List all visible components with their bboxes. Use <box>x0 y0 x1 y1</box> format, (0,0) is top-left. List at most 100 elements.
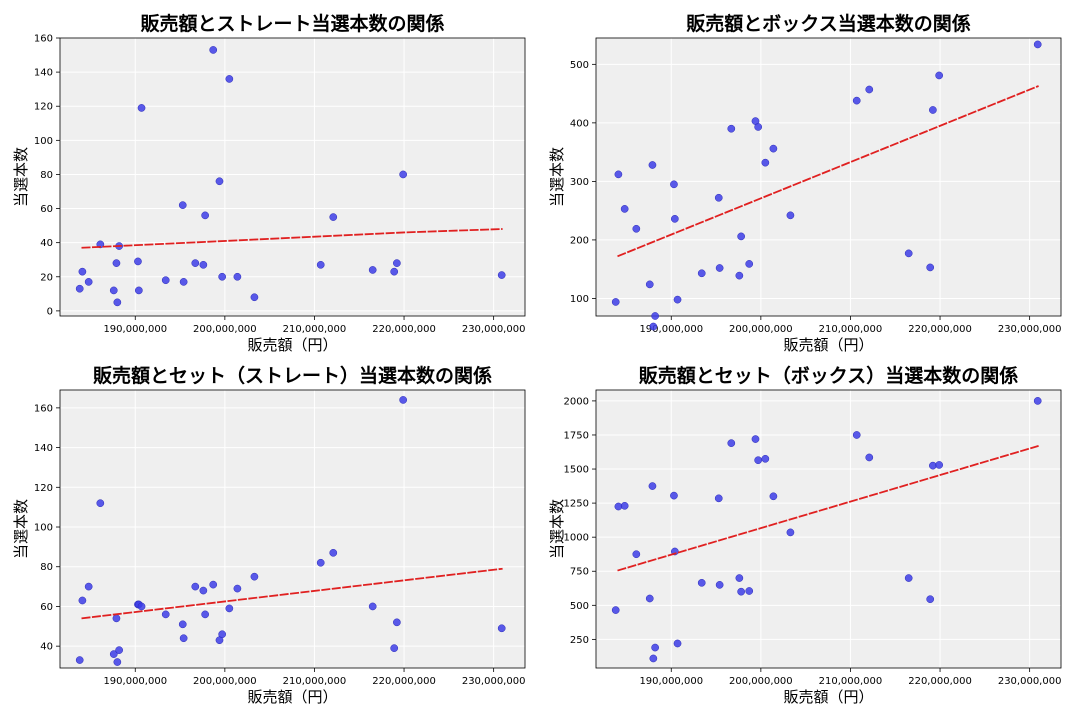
data-point <box>611 298 620 306</box>
y-tick-label: 750 <box>570 567 589 578</box>
plot-background <box>60 38 525 316</box>
data-point <box>233 584 242 593</box>
data-point <box>865 85 874 94</box>
data-point <box>316 260 325 269</box>
y-tick-label: 200 <box>570 235 589 246</box>
data-point <box>670 491 678 500</box>
data-point <box>727 124 736 133</box>
data-point <box>109 286 118 295</box>
x-tick-label: 190,000,000 <box>639 676 703 687</box>
x-tick-label: 220,000,000 <box>372 676 436 687</box>
x-tick-label: 200,000,000 <box>729 324 793 335</box>
chart-panel-2: 190,000,000 200,000,000 210,000,000 220,000… <box>548 12 1061 354</box>
data-point <box>935 461 944 469</box>
trend-line <box>81 228 503 249</box>
data-point <box>109 650 118 658</box>
y-tick-label: 120 <box>34 102 53 113</box>
data-point <box>645 594 654 603</box>
x-tick-label: 220,000,000 <box>908 676 972 687</box>
data-point <box>786 528 795 537</box>
trend-line <box>617 445 1039 572</box>
data-point <box>316 558 325 567</box>
y-tick-label: 2000 <box>564 396 589 407</box>
x-tick-label: 200,000,000 <box>193 676 257 687</box>
data-point <box>670 180 678 189</box>
data-point <box>137 104 146 112</box>
data-point <box>368 266 377 274</box>
y-tick-label: 120 <box>34 483 53 494</box>
x-tick-label: 210,000,000 <box>819 676 883 687</box>
plot-frame <box>59 389 526 669</box>
data-point <box>620 205 629 213</box>
data-point <box>735 574 744 582</box>
y-tick-label: 40 <box>40 642 53 653</box>
plot-frame <box>59 37 526 317</box>
data-point <box>769 492 778 501</box>
data-point <box>329 548 338 557</box>
data-point <box>614 170 623 179</box>
x-tick-label: 220,000,000 <box>372 324 436 335</box>
data-point <box>179 634 188 643</box>
data-point <box>209 580 218 589</box>
data-point <box>745 260 754 268</box>
data-point <box>497 624 506 633</box>
y-axis-label: 当選本数 <box>12 147 30 207</box>
x-tick-label: 210,000,000 <box>283 676 347 687</box>
y-tick-label: 40 <box>40 238 53 249</box>
data-point <box>137 602 146 611</box>
chart-title: 販売額とストレート当選本数の関係 <box>140 12 444 35</box>
data-point <box>754 123 763 131</box>
data-point <box>737 587 745 596</box>
x-tick-label: 230,000,000 <box>462 676 526 687</box>
data-point <box>769 144 778 153</box>
x-axis-label: 販売額（円） <box>247 336 337 354</box>
data-point <box>715 264 724 272</box>
data-point <box>632 224 641 233</box>
data-point <box>673 639 682 648</box>
plot-frame <box>595 37 1062 317</box>
data-point <box>673 295 682 304</box>
data-point <box>75 284 84 293</box>
y-tick-label: 140 <box>34 68 53 79</box>
data-point <box>191 582 200 591</box>
data-point <box>134 286 143 295</box>
y-tick-label: 400 <box>570 118 589 129</box>
data-point <box>926 595 935 604</box>
data-point <box>161 276 170 285</box>
data-point <box>113 298 122 307</box>
y-tick-label: 80 <box>40 170 53 181</box>
x-tick-label: 210,000,000 <box>283 324 347 335</box>
data-point <box>78 596 87 605</box>
data-point <box>201 211 209 220</box>
y-tick-label: 80 <box>40 562 53 573</box>
data-point <box>714 494 723 503</box>
data-point <box>250 572 259 581</box>
data-point <box>199 260 208 269</box>
data-point <box>178 620 187 629</box>
data-point <box>218 630 227 639</box>
trend-line <box>617 85 1039 258</box>
x-tick-label: 190,000,000 <box>639 324 703 335</box>
data-point <box>191 259 200 267</box>
data-point <box>904 249 913 258</box>
data-point <box>112 259 121 267</box>
y-tick-label: 300 <box>570 177 589 188</box>
data-point <box>670 214 679 223</box>
x-tick-label: 230,000,000 <box>998 676 1062 687</box>
data-point <box>390 644 399 652</box>
y-tick-label: 100 <box>570 294 589 305</box>
chart-title: 販売額とセット（ストレート）当選本数の関係 <box>93 364 492 387</box>
data-point <box>611 606 620 614</box>
data-point <box>250 293 259 302</box>
data-point <box>697 269 706 278</box>
data-point <box>648 161 657 169</box>
chart-title: 販売額とセット（ボックス）当選本数の関係 <box>639 364 1018 387</box>
y-tick-label: 1500 <box>564 465 589 476</box>
y-tick-label: 100 <box>34 136 53 147</box>
data-point <box>727 439 736 447</box>
x-tick-label: 230,000,000 <box>462 324 526 335</box>
data-point <box>714 193 723 202</box>
y-tick-label: 60 <box>40 602 53 613</box>
y-tick-label: 100 <box>34 523 53 534</box>
data-point <box>115 646 123 654</box>
